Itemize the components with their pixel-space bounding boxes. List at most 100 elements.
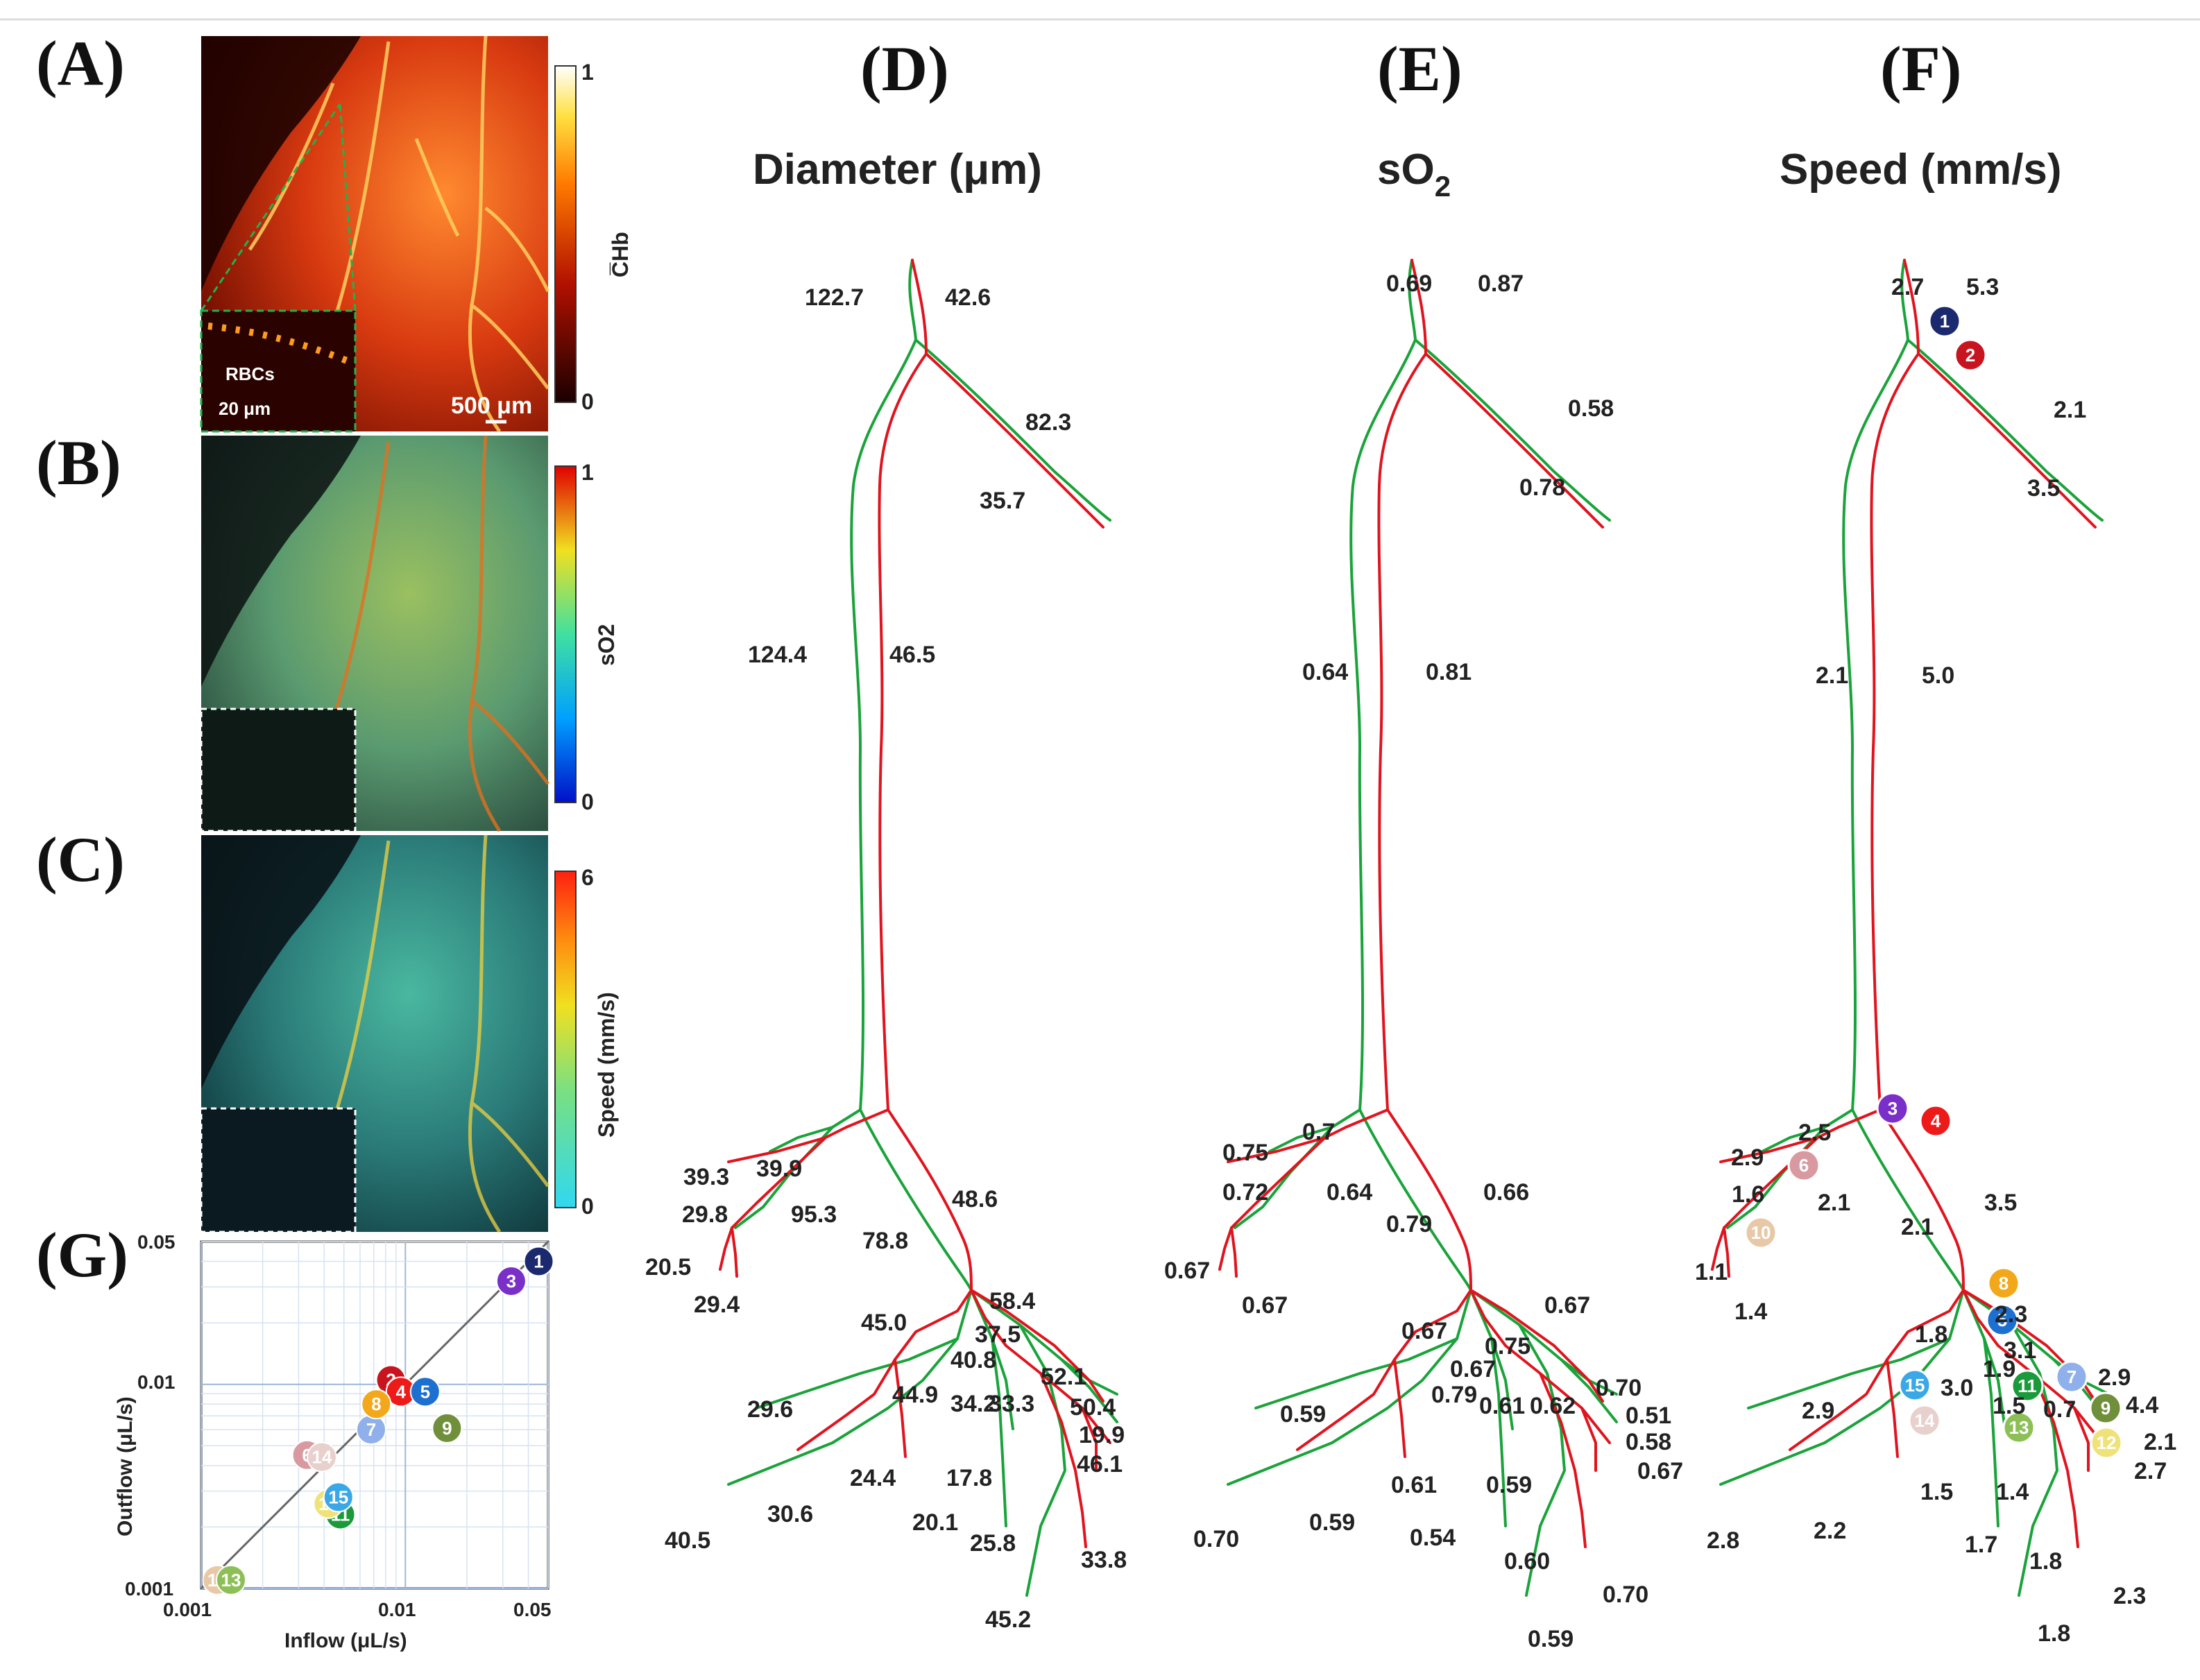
- artery-segment: [1580, 1407, 1597, 1472]
- so2-value: 0.58: [1626, 1429, 1671, 1455]
- y-tick-0: 0.001: [125, 1578, 173, 1600]
- rbc-inset: [200, 309, 357, 433]
- diameter-value: 20.1: [912, 1509, 958, 1536]
- diameter-value: 50.4: [1070, 1394, 1116, 1421]
- so2-value: 0.75: [1222, 1140, 1268, 1166]
- artery-segment: [1539, 1372, 1587, 1548]
- speed-value: 1.8: [1915, 1321, 1947, 1348]
- speed-value: 2.2: [1814, 1518, 1846, 1544]
- vessel-tree-d: [719, 259, 1118, 1597]
- artery-segment: [1723, 1226, 1730, 1278]
- node-badge-2: [1954, 338, 1987, 372]
- so2-value: 0.67: [1544, 1292, 1590, 1319]
- panel-b: (B) 1 0 sO2: [36, 427, 619, 832]
- scatter-point-14: [306, 1441, 337, 1473]
- node-badge-9: [2089, 1391, 2122, 1425]
- diameter-value: 58.4: [989, 1288, 1035, 1314]
- artery-segment: [1039, 1372, 1087, 1548]
- node-badge-3: [1876, 1092, 1909, 1125]
- vein-segment: [1490, 1337, 1514, 1430]
- diameter-value: 52.1: [1041, 1364, 1086, 1390]
- artery-segment: [1917, 352, 2097, 529]
- so2-value: 0.72: [1222, 1179, 1268, 1206]
- vein-segment: [1719, 1289, 1965, 1486]
- artery-segment: [1424, 352, 1604, 529]
- node-badge-7: [2055, 1360, 2088, 1394]
- diameter-value: 40.8: [950, 1347, 996, 1373]
- so2-value: 0.59: [1486, 1472, 1532, 1498]
- panel-g-label: (G): [36, 1219, 128, 1290]
- diameter-value: 45.2: [985, 1606, 1031, 1633]
- so2-value: 0.62: [1530, 1393, 1576, 1419]
- vein-segment: [991, 1337, 1014, 1430]
- so2-value: 0.64: [1302, 659, 1348, 685]
- so2-value: 0.67: [1401, 1318, 1447, 1344]
- node-badge-number: 15: [1905, 1375, 1925, 1396]
- speed-colorbar-label: Speed (mm/s): [594, 992, 619, 1138]
- so2-value: 0.78: [1519, 474, 1565, 501]
- scatter-point-label: 15: [328, 1486, 348, 1507]
- scatter-point-13: [216, 1564, 247, 1595]
- speed-value: 4.4: [2126, 1392, 2158, 1418]
- so2-value: 0.67: [1637, 1458, 1683, 1484]
- node-badge-15: [1898, 1369, 1932, 1402]
- vein-segment: [1851, 1108, 1965, 1292]
- diameter-value: 95.3: [791, 1201, 837, 1228]
- diameter-value: 39.9: [756, 1156, 802, 1182]
- speed-value: 1.5: [1993, 1393, 2025, 1419]
- panel-b-label: (B): [36, 427, 121, 498]
- vessel-tree-f: [1711, 259, 2111, 1597]
- speed-colorbar-max: 6: [581, 865, 594, 890]
- node-badge-number: 5: [1997, 1310, 2007, 1330]
- diameter-value: 46.5: [889, 642, 935, 668]
- artery-segment: [1377, 259, 1427, 1111]
- speed-value: 2.7: [1891, 274, 1924, 300]
- diameter-value: 20.5: [645, 1254, 691, 1280]
- panel-e-title: sO2: [1377, 146, 1451, 203]
- so2-value: 0.59: [1309, 1509, 1355, 1536]
- scatter-point-label: 7: [366, 1419, 376, 1440]
- diameter-value: 34.2: [950, 1391, 996, 1417]
- artery-segment: [887, 1108, 973, 1292]
- main-scale: 500 μm: [451, 393, 532, 419]
- diameter-value: 44.9: [892, 1382, 938, 1408]
- node-badge-number: 2: [1965, 345, 1975, 366]
- speed-value: 2.1: [1818, 1190, 1850, 1216]
- node-badge-number: 6: [1799, 1155, 1809, 1176]
- diameter-value: 19.9: [1079, 1422, 1125, 1448]
- speed-value: 1.8: [2038, 1620, 2070, 1647]
- scatter-point-9: [432, 1412, 463, 1443]
- vein-segment: [727, 1289, 973, 1486]
- diameter-value: 82.3: [1025, 409, 1071, 436]
- node-badge-5: [1986, 1303, 2019, 1337]
- panel-c: (C) 6 0 Speed (mm/s): [36, 824, 619, 1233]
- scatter-point-3: [495, 1266, 527, 1297]
- diameter-values: 122.7 42.6 82.3 35.7 124.4 46.5 39.3 39.9 29.8 95…: [645, 284, 1127, 1633]
- inset-scale: 20 μm: [219, 398, 271, 419]
- speed-value: 2.9: [2098, 1364, 2131, 1391]
- artery-segment: [1081, 1407, 1098, 1472]
- node-badge-11: [2011, 1369, 2044, 1403]
- scatter-point-label: 9: [442, 1418, 452, 1439]
- artery-segment: [1962, 1289, 2104, 1444]
- artery-segment: [1879, 1108, 1965, 1292]
- vein-segment: [1962, 1289, 1999, 1527]
- so2-value: 0.7: [1302, 1119, 1335, 1145]
- diameter-value: 17.8: [946, 1465, 992, 1491]
- diameter-value: 25.8: [970, 1530, 1016, 1557]
- vein-segment: [1358, 1108, 1472, 1292]
- hb-colorbar-min: 0: [581, 389, 594, 414]
- vein-segment: [1518, 1323, 1618, 1396]
- so2-value: 0.61: [1391, 1472, 1437, 1498]
- diameter-value: 29.4: [694, 1292, 740, 1318]
- panel-d-label: (D): [860, 33, 949, 104]
- vein-segment: [970, 1289, 1007, 1527]
- panel-a-label: (A): [36, 28, 125, 98]
- x-tick-0: 0.001: [163, 1599, 212, 1620]
- scatter-point-1: [523, 1246, 554, 1277]
- speed-value: 2.8: [1707, 1527, 1739, 1554]
- artery-segment: [731, 1226, 738, 1278]
